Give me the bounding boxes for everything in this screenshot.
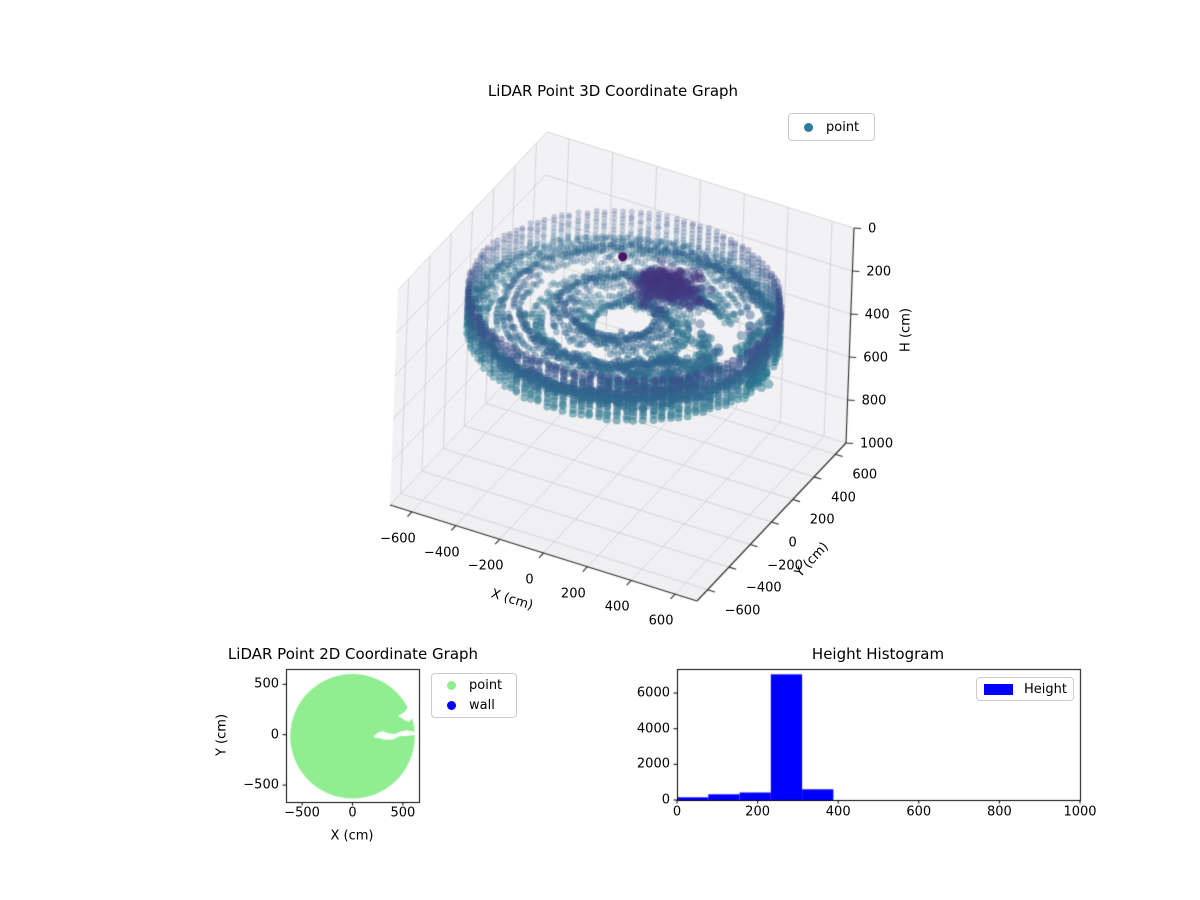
plot3d-title: LiDAR Point 3D Coordinate Graph	[487, 82, 739, 100]
tick-label: 200	[809, 512, 835, 528]
legend-label: wall	[469, 697, 495, 713]
tick-label: 4000	[636, 721, 670, 737]
plot2d-xlabel: X (cm)	[330, 828, 374, 844]
tick-label: 600	[648, 613, 674, 629]
tick-label: 0	[348, 805, 357, 821]
tick-label: 600	[906, 804, 932, 820]
plot3d-zlabel: H (cm)	[898, 308, 914, 352]
tick-label: −500	[243, 777, 279, 793]
tick-label: −500	[284, 805, 320, 821]
legend-entry-height: Height	[977, 682, 1073, 697]
tick-label: 200	[745, 804, 771, 820]
tick-label: 200	[866, 264, 892, 280]
plot2d-ylabel: Y (cm)	[214, 713, 230, 757]
plot2d-legend: point wall	[431, 673, 517, 718]
plot3d-legend: point	[788, 113, 875, 141]
tick-label: 800	[986, 804, 1012, 820]
tick-label: 1000	[1063, 804, 1097, 820]
tick-label: 0	[270, 727, 279, 743]
tick-label: −600	[380, 531, 416, 547]
tick-label: −600	[724, 603, 761, 619]
point-marker-icon	[447, 681, 456, 691]
tick-label: 0	[788, 535, 797, 551]
tick-label: 2000	[636, 756, 670, 772]
tick-label: 0	[868, 221, 877, 237]
tick-label: 400	[604, 599, 630, 615]
legend-label: point	[826, 119, 860, 135]
hist-legend: Height	[976, 677, 1074, 701]
legend-entry-wall: wall	[432, 698, 516, 713]
tick-label: 600	[863, 350, 889, 366]
tick-label: 800	[861, 393, 887, 409]
legend-label: point	[469, 678, 503, 694]
tick-label: 400	[831, 490, 856, 506]
legend-entry-point: point	[432, 678, 516, 693]
tick-label: −200	[467, 558, 504, 574]
tick-label: 500	[390, 805, 416, 821]
plot2d-title: LiDAR Point 2D Coordinate Graph	[227, 645, 479, 663]
tick-label: −400	[423, 545, 460, 561]
tick-label: 500	[254, 676, 279, 692]
legend-entry-point: point	[789, 120, 874, 135]
tick-label: 6000	[636, 685, 670, 701]
hist-title: Height Histogram	[811, 645, 945, 663]
tick-label: 200	[560, 586, 586, 602]
tick-label: 400	[864, 307, 890, 323]
tick-label: 0	[661, 792, 670, 808]
height-bar-swatch	[984, 683, 1013, 695]
tick-label: 400	[825, 804, 851, 820]
tick-label: −200	[767, 558, 803, 574]
point-marker-icon	[804, 122, 813, 132]
tick-label: 0	[672, 804, 682, 820]
legend-label: Height	[1024, 681, 1067, 697]
wall-marker-icon	[447, 700, 456, 710]
tick-label: 600	[852, 467, 878, 483]
tick-label: 0	[525, 572, 534, 588]
tick-label: 1000	[860, 436, 894, 452]
tick-label: −400	[745, 580, 782, 596]
